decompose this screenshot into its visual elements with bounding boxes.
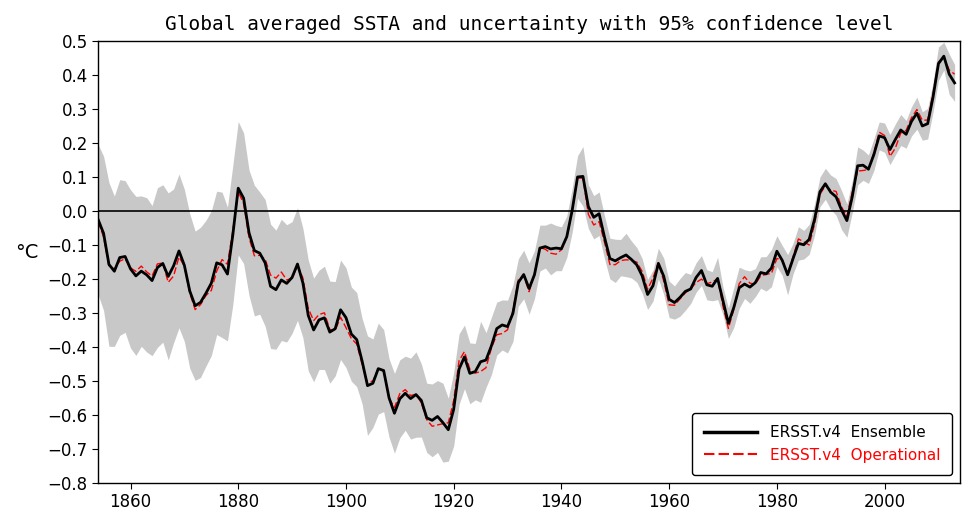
ERSST.v4  Ensemble: [264, 283, 276, 289]
ERSST.v4  Operational: [93, 219, 104, 225]
ERSST.v4  Operational: [264, 272, 276, 278]
ERSST.v4  Operational: [571, 175, 583, 181]
ERSST.v4  Operational: [334, 314, 346, 320]
ERSST.v4  Ensemble: [334, 307, 346, 313]
ERSST.v4  Ensemble: [443, 427, 454, 433]
ERSST.v4  Ensemble: [798, 241, 809, 248]
ERSST.v4  Ensemble: [938, 53, 950, 59]
Line: ERSST.v4  Operational: ERSST.v4 Operational: [98, 57, 955, 426]
Legend: ERSST.v4  Ensemble, ERSST.v4  Operational: ERSST.v4 Ensemble, ERSST.v4 Operational: [691, 413, 953, 475]
ERSST.v4  Ensemble: [652, 260, 664, 267]
ERSST.v4  Ensemble: [911, 110, 922, 116]
Line: ERSST.v4  Ensemble: ERSST.v4 Ensemble: [98, 56, 955, 430]
ERSST.v4  Operational: [911, 106, 922, 113]
ERSST.v4  Operational: [426, 423, 438, 429]
Y-axis label: °C: °C: [15, 243, 38, 262]
ERSST.v4  Operational: [938, 54, 950, 60]
ERSST.v4  Operational: [652, 259, 664, 266]
ERSST.v4  Ensemble: [949, 80, 960, 86]
ERSST.v4  Ensemble: [93, 217, 104, 223]
ERSST.v4  Ensemble: [571, 174, 583, 180]
ERSST.v4  Operational: [798, 239, 809, 245]
Title: Global averaged SSTA and uncertainty with 95% confidence level: Global averaged SSTA and uncertainty wit…: [165, 15, 893, 34]
ERSST.v4  Operational: [949, 71, 960, 77]
